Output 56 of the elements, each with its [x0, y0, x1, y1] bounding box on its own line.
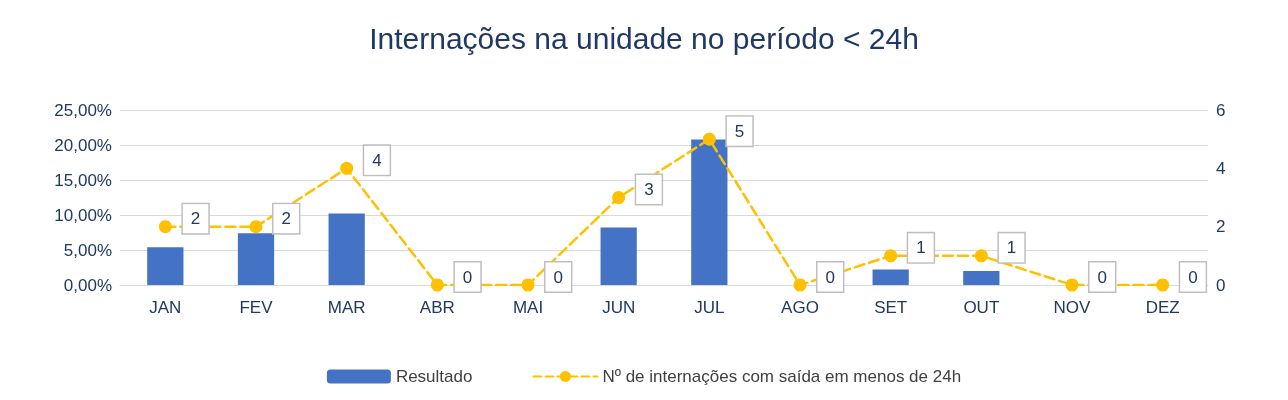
bar: [237, 233, 275, 285]
bar: [963, 271, 1000, 285]
bar: [328, 213, 365, 285]
data-label: 0: [825, 267, 835, 287]
bar: [600, 227, 637, 285]
y2-tick-label: 4: [1216, 158, 1226, 178]
y-tick-label: 10,00%: [54, 205, 112, 225]
data-label: 3: [644, 180, 654, 199]
point: [430, 278, 444, 292]
x-tick-label: DEZ: [1145, 298, 1180, 317]
point: [249, 220, 263, 234]
point: [1156, 278, 1170, 292]
legend-label: Nº de internações com saída em menos de 24h: [602, 367, 962, 386]
x-tick-label: NOV: [1053, 298, 1092, 317]
x-tick-label: MAI: [512, 298, 544, 317]
bar: [147, 247, 184, 285]
data-label: 1: [1006, 238, 1017, 258]
chart-title: Internações na unidade no período < 24h: [369, 21, 919, 55]
y2-tick-label: 6: [1216, 100, 1226, 120]
point: [340, 161, 354, 175]
y2-tick-label: 0: [1216, 275, 1226, 295]
data-label: 0: [1097, 267, 1107, 287]
bar: [872, 269, 909, 285]
x-tick-label: JUL: [694, 298, 725, 317]
x-tick-label: JAN: [149, 298, 182, 317]
y-tick-label: 20,00%: [54, 135, 112, 155]
y2-tick-label: 2: [1216, 217, 1226, 237]
y-tick-label: 25,00%: [54, 100, 112, 120]
point: [521, 278, 535, 292]
point: [158, 220, 172, 234]
x-tick-label: ABR: [419, 298, 455, 317]
data-label: 4: [372, 150, 382, 170]
legend-label: Resultado: [395, 367, 473, 386]
point: [974, 249, 988, 263]
x-tick-label: AGO: [781, 298, 819, 317]
bar: [691, 139, 728, 285]
data-label: 5: [734, 121, 745, 141]
point: [612, 191, 626, 204]
data-label: 0: [462, 267, 473, 287]
point: [793, 278, 807, 292]
x-tick-label: MAR: [327, 298, 366, 317]
x-tick-label: FEV: [239, 298, 274, 317]
y-tick-label: 5,00%: [63, 240, 112, 260]
point: [884, 249, 898, 263]
data-label: 2: [281, 209, 291, 229]
data-label: 1: [916, 238, 926, 258]
data-label: 0: [1188, 267, 1198, 287]
x-tick-label: SET: [874, 298, 908, 317]
x-tick-label: OUT: [963, 298, 1000, 317]
point: [1065, 278, 1079, 292]
data-label: 2: [190, 209, 201, 229]
x-tick-label: JUN: [602, 298, 636, 317]
data-label: 0: [553, 267, 563, 287]
y-tick-label: 0,00%: [63, 275, 112, 295]
point: [702, 132, 716, 146]
y-tick-label: 15,00%: [54, 170, 112, 190]
